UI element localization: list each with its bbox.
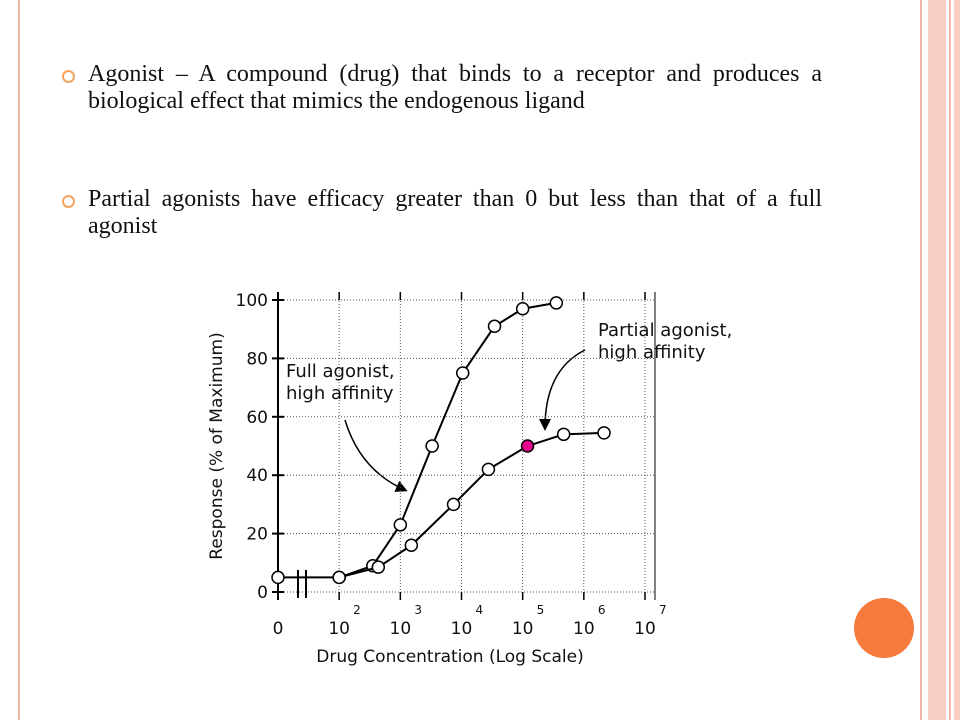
x-tick-label: 10: [390, 619, 412, 639]
x-tick-label: 10: [634, 619, 656, 639]
data-point: [556, 427, 571, 442]
y-tick-label: 20: [246, 525, 268, 545]
annotation: Full agonist,: [286, 361, 395, 382]
left-border: [18, 0, 20, 720]
x-tick-exponent: 6: [598, 603, 606, 617]
y-tick-label: 80: [246, 349, 268, 369]
data-point: [332, 570, 346, 585]
right-stripes: [918, 0, 960, 720]
annotation: Partial agonist,: [598, 320, 732, 341]
y-tick-label: 100: [236, 291, 268, 311]
y-tick-label: 40: [246, 466, 268, 486]
bullet-icon: [62, 70, 75, 83]
x-tick-label: 10: [512, 619, 534, 639]
data-point: [446, 497, 461, 512]
x-tick-label: 10: [451, 619, 473, 639]
arrow: [344, 419, 408, 492]
annotation: high affinity: [598, 342, 706, 363]
x-tick-exponent: 4: [476, 603, 484, 617]
bullet-text: Agonist – A compound (drug) that binds t…: [88, 61, 822, 114]
data-point: [597, 426, 611, 440]
annotation: high affinity: [286, 383, 394, 404]
y-axis-label: Response (% of Maximum): [207, 332, 227, 559]
data-point: [487, 319, 502, 334]
data-point: [271, 570, 285, 585]
x-tick-exponent: 5: [537, 603, 545, 617]
bullet-text: Partial agonists have efficacy greater t…: [88, 186, 822, 239]
y-tick-label: 0: [257, 583, 268, 603]
x-tick-exponent: 3: [414, 603, 422, 617]
data-point: [371, 560, 386, 574]
x-tick-exponent: 7: [659, 603, 667, 617]
x-tick-exponent: 2: [353, 603, 361, 617]
data-point: [520, 439, 535, 453]
x-tick-label: 10: [573, 619, 595, 639]
data-point: [549, 296, 564, 310]
data-point: [393, 518, 408, 532]
data-point: [455, 366, 470, 380]
data-point: [515, 302, 530, 316]
data-point: [425, 439, 439, 453]
data-point: [481, 462, 496, 477]
series-line: [278, 301, 557, 579]
bullet-icon: [62, 195, 75, 208]
orange-circle: [854, 598, 914, 658]
x-tick-label: 0: [273, 619, 284, 639]
data-point: [404, 538, 419, 553]
y-tick-label: 60: [246, 408, 268, 428]
x-tick-label: 10: [328, 619, 350, 639]
x-axis-label: Drug Concentration (Log Scale): [316, 647, 583, 667]
